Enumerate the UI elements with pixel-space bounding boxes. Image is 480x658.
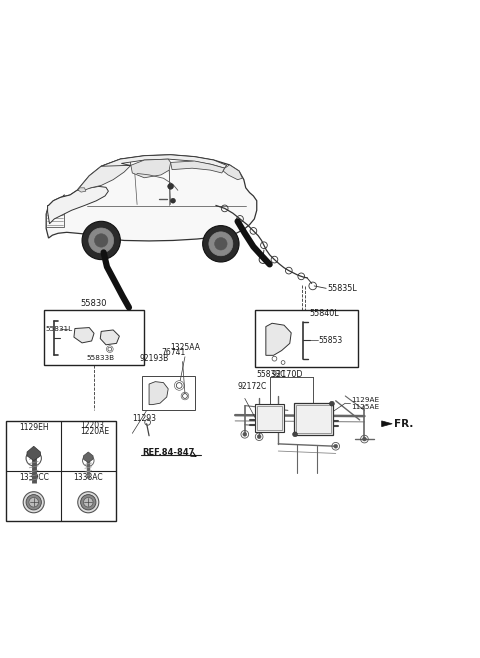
Polygon shape [223, 165, 242, 180]
Text: 1339CC: 1339CC [19, 473, 48, 482]
Bar [142, 376, 194, 411]
Text: 55853: 55853 [319, 336, 343, 345]
Bar [296, 405, 331, 434]
Circle shape [89, 228, 114, 253]
Text: 55833B: 55833B [87, 355, 115, 361]
Bar [47, 205, 66, 211]
Circle shape [293, 432, 298, 437]
Polygon shape [78, 188, 86, 192]
Polygon shape [48, 186, 108, 224]
Circle shape [29, 497, 38, 507]
Text: 12203: 12203 [80, 421, 104, 430]
Circle shape [257, 435, 261, 439]
Circle shape [78, 492, 99, 513]
Circle shape [215, 238, 227, 250]
Text: 76741: 76741 [161, 349, 185, 357]
Text: 55831L: 55831L [45, 326, 72, 332]
Polygon shape [74, 328, 94, 343]
Polygon shape [170, 161, 225, 173]
Text: 1129EH: 1129EH [19, 422, 48, 432]
Text: 92172C: 92172C [238, 382, 267, 391]
Circle shape [81, 495, 96, 510]
Circle shape [23, 492, 44, 513]
Circle shape [209, 232, 233, 256]
Bar [255, 310, 358, 367]
Text: 55833C: 55833C [256, 370, 286, 379]
Text: 55835L: 55835L [327, 284, 357, 293]
Polygon shape [46, 155, 257, 241]
Polygon shape [100, 330, 120, 345]
Text: 11293: 11293 [132, 415, 156, 424]
Text: 1338AC: 1338AC [73, 473, 103, 482]
Text: 1125AE: 1125AE [351, 403, 379, 409]
Circle shape [26, 495, 41, 510]
Text: 1325AA: 1325AA [170, 343, 201, 351]
Polygon shape [149, 382, 168, 405]
Circle shape [170, 198, 175, 203]
Circle shape [84, 497, 93, 507]
Text: 92193B: 92193B [140, 354, 169, 363]
Bar [6, 421, 116, 521]
Text: 55830: 55830 [81, 299, 107, 308]
Polygon shape [77, 159, 131, 190]
Circle shape [334, 444, 337, 448]
Polygon shape [27, 446, 40, 461]
Bar [257, 406, 282, 430]
Circle shape [203, 226, 239, 262]
Bar [255, 404, 284, 432]
Bar [46, 211, 64, 226]
Polygon shape [84, 452, 93, 463]
Text: REF.84-847: REF.84-847 [142, 447, 194, 457]
Circle shape [329, 401, 334, 406]
Polygon shape [382, 421, 392, 426]
Circle shape [95, 234, 108, 247]
Text: 55840L: 55840L [310, 309, 339, 318]
Bar [44, 310, 144, 365]
Circle shape [362, 437, 366, 441]
Polygon shape [266, 323, 291, 355]
Text: 1220AE: 1220AE [80, 428, 109, 436]
Circle shape [82, 221, 120, 260]
Bar [294, 403, 333, 435]
Circle shape [243, 432, 247, 436]
Text: FR.: FR. [394, 418, 413, 429]
Polygon shape [131, 159, 170, 178]
Text: 92170D: 92170D [272, 370, 303, 379]
Circle shape [168, 184, 173, 190]
Polygon shape [101, 155, 227, 168]
Text: 1129AE: 1129AE [351, 397, 379, 403]
